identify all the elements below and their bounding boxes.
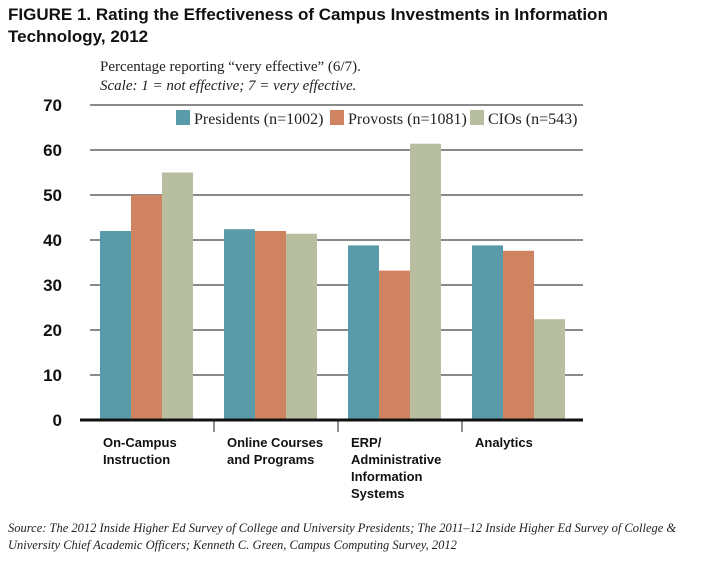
note-line-1: Percentage reporting “very effective” (6… [100, 59, 361, 75]
figure-title: FIGURE 1. Rating the Effectiveness of Ca… [8, 5, 608, 46]
legend-label: CIOs (n=543) [488, 111, 577, 128]
legend-label: Presidents (n=1002) [194, 111, 323, 128]
y-tick-label: 40 [43, 231, 62, 250]
y-tick-label: 30 [43, 276, 62, 295]
x-tick-label: Analytics [475, 435, 533, 450]
x-tick-label: Administrative [351, 452, 441, 467]
y-tick-label: 70 [43, 96, 62, 115]
note-line-2: Scale: 1 = not effective; 7 = very effec… [100, 78, 357, 94]
bar-0-3 [472, 245, 503, 420]
bar-2-0 [162, 172, 193, 420]
bar-1-3 [503, 250, 534, 420]
y-tick-label: 20 [43, 321, 62, 340]
bar-0-0 [100, 231, 131, 420]
legend-swatch [176, 110, 190, 125]
source-note: Source: The 2012 Inside Higher Ed Survey… [8, 521, 677, 552]
x-tick-label: and Programs [227, 452, 314, 467]
bar-0-2 [348, 245, 379, 420]
x-tick-label: ERP/ [351, 435, 382, 450]
bar-1-1 [255, 231, 286, 420]
bar-2-1 [286, 233, 317, 420]
y-tick-label: 0 [53, 411, 62, 430]
bar-1-0 [131, 195, 162, 420]
bar-1-2 [379, 270, 410, 420]
x-tick-label: Information [351, 469, 423, 484]
bar-2-2 [410, 143, 441, 420]
legend-swatch [330, 110, 344, 125]
bar-0-1 [224, 229, 255, 420]
x-tick-label: Systems [351, 486, 404, 501]
y-tick-label: 10 [43, 366, 62, 385]
x-tick-label: Instruction [103, 452, 170, 467]
chart-note: Percentage reporting “very effective” (6… [100, 58, 361, 96]
bar-2-3 [534, 319, 565, 420]
x-tick-label: On-Campus [103, 435, 177, 450]
y-tick-label: 50 [43, 186, 62, 205]
legend-swatch [470, 110, 484, 125]
y-tick-label: 60 [43, 141, 62, 160]
x-tick-label: Online Courses [227, 435, 323, 450]
legend-label: Provosts (n=1081) [348, 111, 467, 128]
